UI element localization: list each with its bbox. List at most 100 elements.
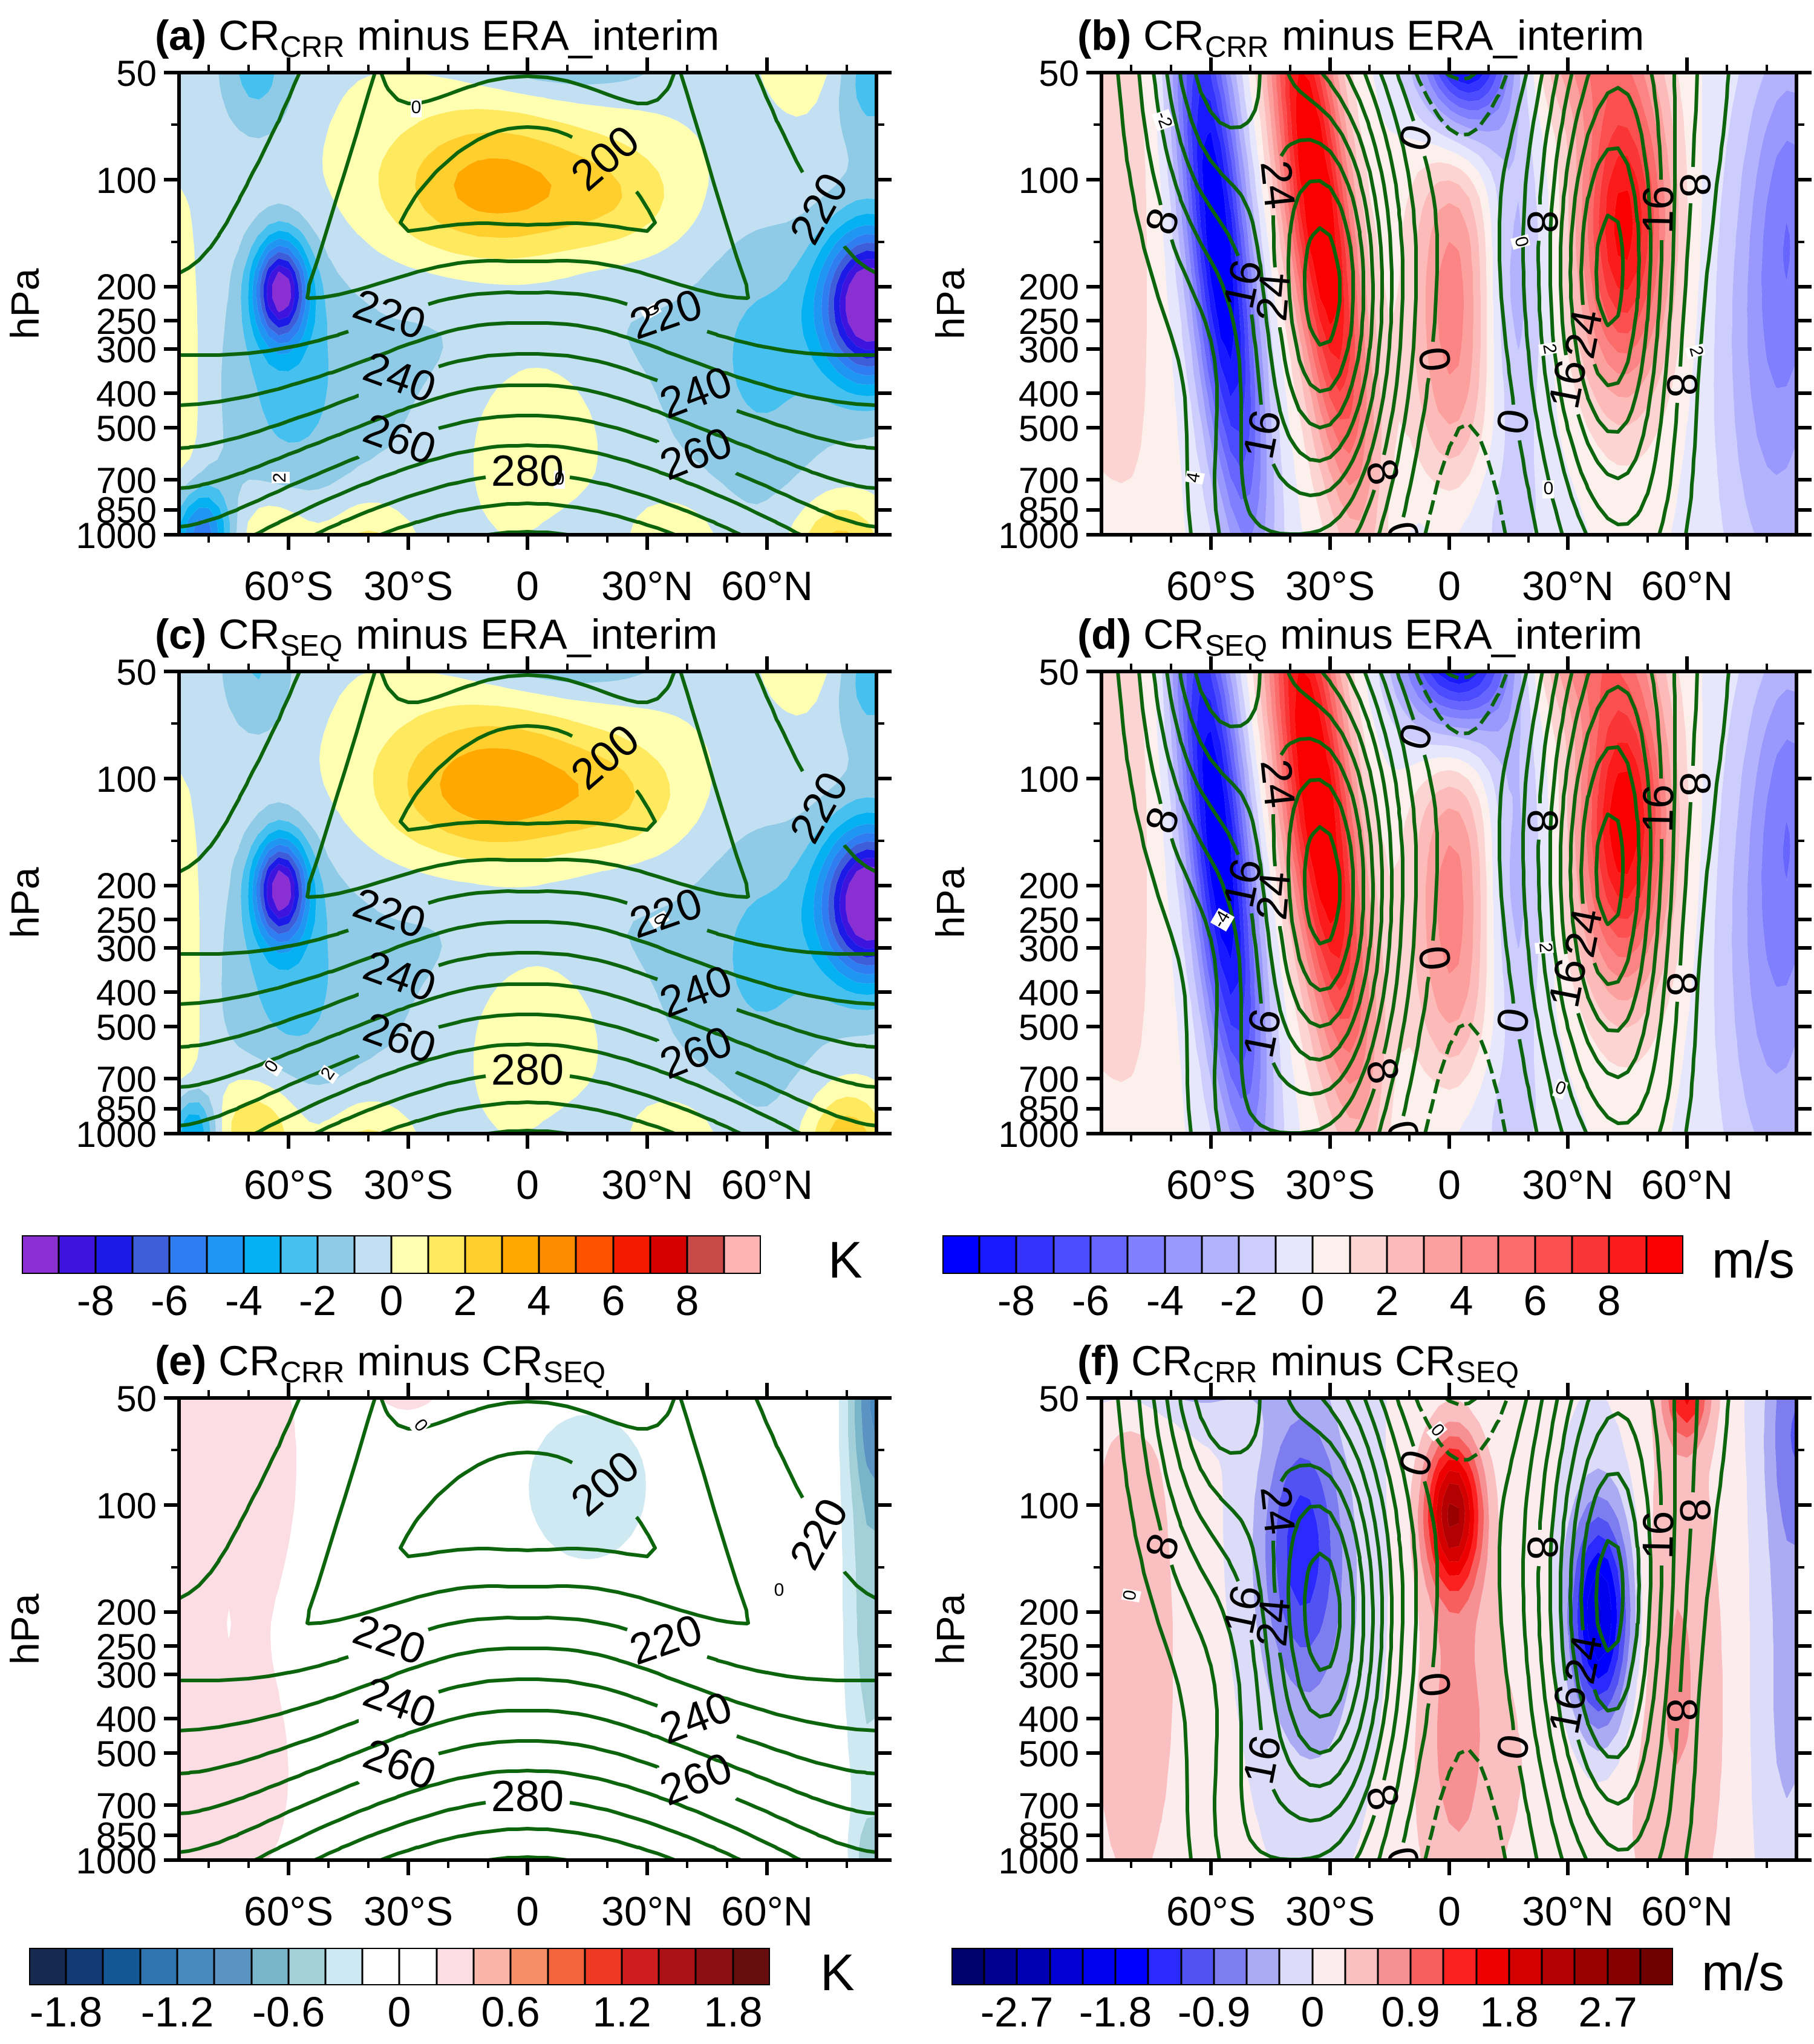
svg-text:30°N: 30°N: [1522, 1162, 1614, 1208]
svg-text:30°S: 30°S: [364, 1889, 453, 1935]
svg-text:280: 280: [491, 1046, 564, 1094]
svg-text:hPa: hPa: [928, 268, 973, 339]
svg-text:60°N: 60°N: [721, 563, 813, 609]
svg-text:K: K: [828, 1232, 863, 1289]
svg-text:0: 0: [1438, 563, 1461, 609]
svg-text:16: 16: [1214, 854, 1271, 912]
svg-text:1000: 1000: [76, 1114, 157, 1155]
svg-text:60°N: 60°N: [721, 1162, 813, 1208]
svg-text:60°S: 60°S: [1166, 1889, 1256, 1935]
svg-text:24: 24: [1251, 1483, 1304, 1536]
svg-text:hPa: hPa: [928, 867, 973, 938]
svg-text:2.7: 2.7: [1578, 1988, 1637, 2036]
svg-text:200: 200: [1019, 1592, 1079, 1633]
svg-text:100: 100: [96, 160, 157, 201]
svg-text:200: 200: [1019, 866, 1079, 906]
svg-text:0.6: 0.6: [481, 1988, 540, 2036]
svg-text:400: 400: [1019, 374, 1079, 414]
svg-text:-8: -8: [997, 1277, 1035, 1324]
svg-text:2: 2: [1375, 1277, 1399, 1324]
svg-text:0: 0: [774, 1580, 785, 1600]
svg-text:-2.7: -2.7: [980, 1988, 1054, 2036]
svg-text:8: 8: [1597, 1277, 1621, 1324]
svg-text:-2: -2: [1220, 1277, 1258, 1324]
svg-text:30°N: 30°N: [601, 1889, 693, 1935]
svg-text:100: 100: [96, 759, 157, 800]
svg-text:60°N: 60°N: [1641, 1889, 1733, 1935]
svg-text:30°N: 30°N: [1522, 1889, 1614, 1935]
svg-text:700: 700: [1019, 460, 1079, 501]
svg-text:-4: -4: [225, 1277, 263, 1324]
svg-text:8: 8: [1518, 808, 1567, 834]
svg-text:250: 250: [96, 301, 157, 342]
svg-text:8: 8: [1657, 970, 1707, 998]
svg-text:8: 8: [1670, 172, 1720, 198]
svg-text:1.8: 1.8: [1480, 1988, 1538, 2036]
svg-text:700: 700: [96, 1059, 157, 1100]
svg-text:-1.8: -1.8: [30, 1988, 103, 2036]
svg-text:6: 6: [1524, 1277, 1547, 1324]
svg-text:850: 850: [1019, 1815, 1079, 1856]
svg-text:300: 300: [1019, 929, 1079, 969]
svg-text:0: 0: [1438, 1889, 1461, 1935]
svg-text:60°S: 60°S: [1166, 1162, 1256, 1208]
svg-text:300: 300: [96, 929, 157, 969]
svg-text:16: 16: [1234, 406, 1291, 463]
svg-text:16: 16: [1634, 185, 1683, 234]
svg-text:500: 500: [96, 1007, 157, 1048]
svg-text:50: 50: [116, 1379, 157, 1419]
svg-text:30°S: 30°S: [364, 1162, 453, 1208]
svg-text:100: 100: [1019, 160, 1079, 201]
svg-text:( e ) C: ( e ) C R m i n u s C R C R R S E Q: [155, 1337, 605, 1389]
svg-text:1000: 1000: [999, 1841, 1079, 1881]
svg-text:60°S: 60°S: [1166, 563, 1256, 609]
svg-text:0: 0: [1119, 1589, 1140, 1602]
svg-text:-8: -8: [77, 1277, 114, 1324]
svg-text:hPa: hPa: [928, 1593, 973, 1665]
svg-text:850: 850: [96, 490, 157, 531]
svg-text:60°S: 60°S: [244, 1162, 333, 1208]
svg-text:-6: -6: [151, 1277, 188, 1324]
svg-text:0: 0: [555, 469, 565, 489]
svg-text:100: 100: [1019, 759, 1079, 800]
svg-text:8: 8: [1657, 371, 1707, 399]
svg-text:m/s: m/s: [1701, 1944, 1784, 2002]
svg-text:16: 16: [1214, 1581, 1271, 1638]
svg-text:300: 300: [96, 330, 157, 370]
svg-text:30°S: 30°S: [364, 563, 453, 609]
svg-text:1000: 1000: [76, 515, 157, 556]
svg-text:8: 8: [1518, 1535, 1567, 1561]
svg-text:200: 200: [1019, 267, 1079, 307]
svg-text:0: 0: [1409, 1670, 1460, 1699]
svg-text:( d ) C: ( d ) C R m i n u s E R A _ i n t e r i …: [1077, 611, 1645, 662]
svg-text:4: 4: [527, 1277, 551, 1324]
svg-text:300: 300: [1019, 1655, 1079, 1696]
svg-text:0: 0: [516, 563, 539, 609]
svg-text:( f ) C: ( f ) C R m i n u s C R C R R S E Q: [1077, 1337, 1519, 1389]
svg-text:6: 6: [602, 1277, 625, 1324]
svg-text:200: 200: [96, 866, 157, 906]
svg-text:-0.6: -0.6: [252, 1988, 325, 2036]
svg-text:24: 24: [1247, 870, 1300, 922]
svg-text:8: 8: [1670, 771, 1720, 797]
svg-text:250: 250: [96, 900, 157, 941]
svg-text:0: 0: [516, 1889, 539, 1935]
svg-text:( a ) C: ( a ) C R m i n u s E R A _ i n t e r i …: [155, 12, 722, 64]
svg-text:700: 700: [96, 1786, 157, 1826]
svg-text:250: 250: [96, 1627, 157, 1667]
svg-text:60°N: 60°N: [721, 1889, 813, 1935]
svg-text:4: 4: [1183, 471, 1204, 484]
svg-text:60°S: 60°S: [244, 563, 333, 609]
svg-text:0: 0: [1409, 943, 1460, 973]
svg-text:( b ) C: ( b ) C R m i n u s E R A _ i n t e r i …: [1077, 12, 1646, 64]
svg-text:850: 850: [1019, 490, 1079, 531]
svg-text:8: 8: [1657, 1697, 1707, 1725]
svg-text:280: 280: [491, 1772, 564, 1821]
svg-text:-6: -6: [1072, 1277, 1109, 1324]
svg-text:60°S: 60°S: [244, 1889, 333, 1935]
svg-text:-0.9: -0.9: [1178, 1988, 1251, 2036]
svg-text:2: 2: [1535, 942, 1556, 954]
svg-text:0: 0: [411, 97, 422, 117]
svg-text:16: 16: [1539, 1681, 1596, 1738]
svg-text:0: 0: [1409, 344, 1460, 374]
